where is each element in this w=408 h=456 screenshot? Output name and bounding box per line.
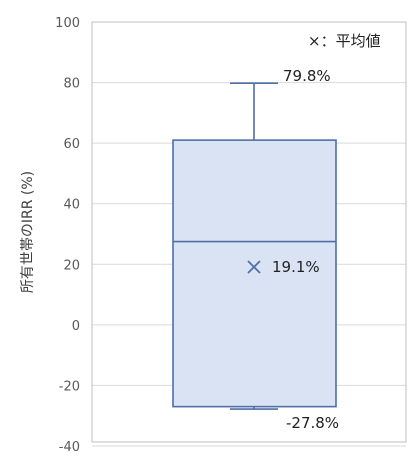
mean-marker <box>247 260 261 274</box>
y-tick-label: 100 <box>55 16 80 31</box>
y-tick-label: -40 <box>59 440 80 455</box>
min-label: -27.8% <box>286 414 339 432</box>
y-tick-label: 80 <box>63 77 80 92</box>
y-tick-label: 40 <box>63 198 80 213</box>
legend-mean: ×：平均値 <box>308 32 381 50</box>
y-tick-label: 0 <box>72 319 80 334</box>
plot-area-frame <box>91 21 407 443</box>
y-axis-title: 所有世帯のIRR (%) <box>20 171 36 293</box>
y-tick-label: 60 <box>63 137 80 152</box>
box-plot <box>172 82 337 410</box>
y-tick-label: -20 <box>59 379 80 394</box>
interquartile-box <box>172 139 337 408</box>
mean-label: 19.1% <box>272 258 320 276</box>
max-label: 79.8% <box>283 67 331 85</box>
y-tick-label: 20 <box>63 258 80 273</box>
y-axis-ticks: 100 80 60 40 20 0 -20 -40 <box>55 16 80 455</box>
